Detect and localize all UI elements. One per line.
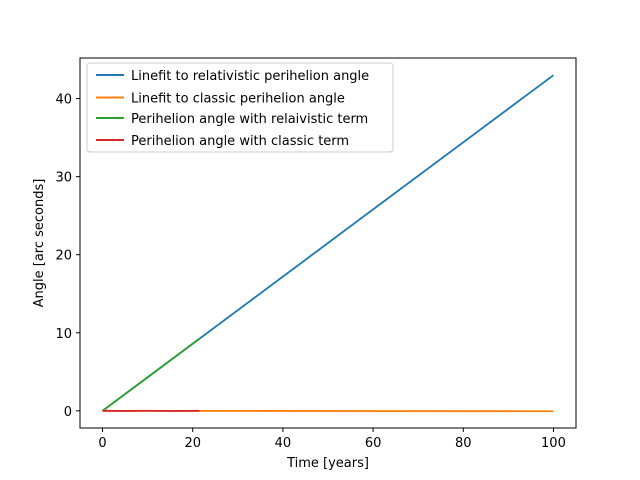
- legend-entry-3: Perihelion angle with relaivistic term: [96, 112, 368, 127]
- y-tick-label: 10: [55, 327, 72, 342]
- legend-entry-1: Linefit to relativistic perihelion angle: [96, 69, 369, 84]
- legend-frame: [86, 62, 394, 153]
- legend-label: Linefit to relativistic perihelion angle: [131, 69, 369, 84]
- x-tick-label: 100: [541, 436, 566, 451]
- y-tick-label: 40: [55, 93, 72, 108]
- legend-entry-4: Perihelion angle with classic term: [96, 134, 349, 149]
- y-tick-label: 20: [55, 249, 72, 264]
- y-axis-ticks: 0 10 20 30 40: [55, 93, 80, 420]
- series-line-3: [102, 337, 201, 412]
- x-tick-label: 40: [275, 436, 292, 451]
- legend-label: Perihelion angle with classic term: [131, 134, 349, 149]
- y-tick-label: 0: [64, 405, 72, 420]
- plot-frame: [79, 57, 577, 429]
- y-tick-label: 30: [55, 171, 72, 186]
- legend-label: Perihelion angle with relaivistic term: [131, 112, 368, 127]
- x-axis-label: Time [years]: [286, 456, 369, 471]
- x-tick-label: 60: [365, 436, 382, 451]
- plot-lines: [102, 74, 554, 413]
- legend-entry-2: Linefit to classic perihelion angle: [96, 92, 345, 107]
- x-axis-ticks: 0 20 40 60 80 100: [98, 428, 566, 451]
- legend: Linefit to relativistic perihelion angle…: [86, 62, 394, 153]
- legend-label: Linefit to classic perihelion angle: [131, 92, 345, 107]
- x-tick-label: 0: [98, 436, 106, 451]
- x-tick-label: 20: [184, 436, 201, 451]
- x-tick-label: 80: [455, 436, 472, 451]
- y-axis-label: Angle [arc seconds]: [32, 179, 47, 308]
